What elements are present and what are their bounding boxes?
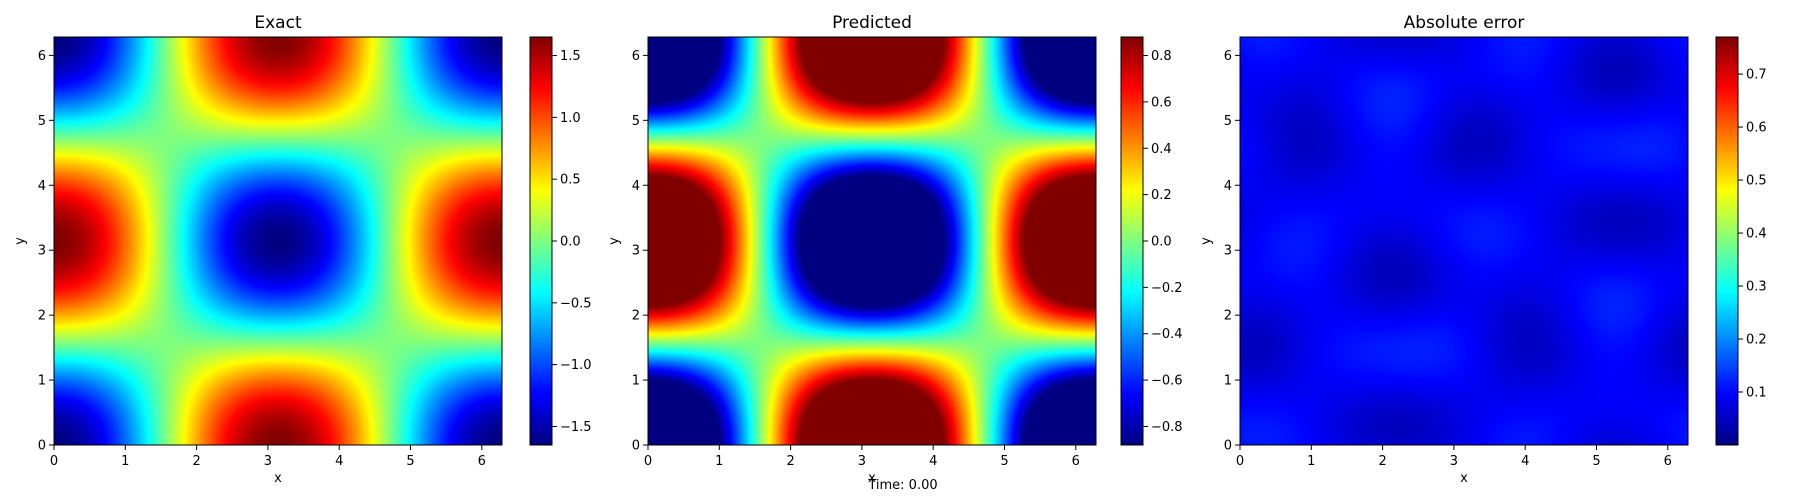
colorbar-tick-label: 0.3 xyxy=(1746,280,1767,295)
y-tick-label: 3 xyxy=(1224,244,1232,259)
x-tick-label: 6 xyxy=(1664,454,1672,469)
time-label: Time: 0.00 xyxy=(867,478,937,493)
colorbar-tick-label: 0.0 xyxy=(1151,235,1172,250)
x-tick-label: 0 xyxy=(50,454,58,469)
x-tick-label: 4 xyxy=(929,454,937,469)
colorbar-tick-label: 0.2 xyxy=(1746,333,1767,348)
colorbar-tick-label: 1.0 xyxy=(560,111,581,126)
y-tick-label: 5 xyxy=(1224,114,1232,129)
colorbar-tick-label: 1.5 xyxy=(560,49,581,64)
y-tick-label: 0 xyxy=(38,439,46,454)
x-axis-label: x xyxy=(1460,471,1468,486)
y-tick-label: 2 xyxy=(1224,309,1232,324)
colorbar-tick-label: 0.8 xyxy=(1151,49,1172,64)
axes-frame xyxy=(53,36,503,446)
x-tick-label: 5 xyxy=(406,454,414,469)
x-tick-label: 2 xyxy=(1378,454,1386,469)
y-tick-label: 1 xyxy=(1224,374,1232,389)
colorbar-tick-label: 0.0 xyxy=(560,235,581,250)
y-tick-label: 1 xyxy=(632,374,640,389)
colorbar-tick-label: −1.5 xyxy=(560,420,592,435)
colorbar-frame xyxy=(1715,36,1739,446)
x-tick-label: 0 xyxy=(1236,454,1244,469)
colorbar-tick-label: 0.5 xyxy=(560,173,581,188)
colorbar-tick-label: −1.0 xyxy=(560,358,592,373)
colorbar-tick-label: −0.4 xyxy=(1151,327,1183,342)
x-tick-label: 1 xyxy=(121,454,129,469)
colorbar: −1.5 −1.0 −0.5 0.0 0.5 1.0 1.5 xyxy=(529,36,592,446)
x-axis-label: x xyxy=(868,471,876,486)
colorbar-tick-label: 0.5 xyxy=(1746,174,1767,189)
colorbar-tick-label: −0.8 xyxy=(1151,420,1183,435)
colorbar-tick-label: 0.4 xyxy=(1151,142,1172,157)
y-axis-label: y xyxy=(1199,237,1214,245)
x-axis-label: x xyxy=(274,471,282,486)
heatmap-image xyxy=(648,37,1096,445)
y-tick-label: 6 xyxy=(632,49,640,64)
x-tick-label: 6 xyxy=(478,454,486,469)
y-axis-label: y xyxy=(607,237,622,245)
colorbar-tick-label: −0.5 xyxy=(560,296,592,311)
colorbar-gradient xyxy=(1121,37,1143,445)
x-tick-label: 5 xyxy=(1592,454,1600,469)
y-tick-label: 2 xyxy=(632,309,640,324)
y-tick-label: 5 xyxy=(632,114,640,129)
colorbar-tick-label: 0.2 xyxy=(1151,188,1172,203)
colorbar-tick-label: 0.1 xyxy=(1746,386,1767,401)
y-tick-label: 3 xyxy=(38,244,46,259)
panel-title: Exact xyxy=(254,13,302,33)
x-tick-label: 3 xyxy=(1450,454,1458,469)
x-tick-label: 2 xyxy=(786,454,794,469)
colorbar: −0.8 −0.6 −0.4 −0.2 0.0 0.2 0.4 0.6 0.8 xyxy=(1120,36,1183,446)
panel-title: Absolute error xyxy=(1404,13,1525,33)
x-tick-label: 1 xyxy=(715,454,723,469)
x-tick-label: 4 xyxy=(335,454,343,469)
y-tick-label: 0 xyxy=(632,439,640,454)
colorbar-tick-label: 0.4 xyxy=(1746,227,1767,242)
axes-frame xyxy=(647,36,1097,446)
y-tick-label: 4 xyxy=(1224,179,1232,194)
x-tick-label: 2 xyxy=(192,454,200,469)
panel-title: Predicted xyxy=(832,13,912,33)
colorbar-gradient xyxy=(530,37,552,445)
colorbar-gradient xyxy=(1716,37,1738,445)
x-tick-label: 5 xyxy=(1000,454,1008,469)
y-tick-label: 2 xyxy=(38,309,46,324)
x-tick-label: 0 xyxy=(644,454,652,469)
x-tick-label: 3 xyxy=(264,454,272,469)
y-axis-label: y xyxy=(13,237,28,245)
panel-exact: Exact 0 1 2 3 4 5 6 0 1 2 3 4 5 6 x y −1.5 −1.0 −0.5 0.0 0.5 1… xyxy=(13,13,592,486)
y-tick-label: 6 xyxy=(1224,49,1232,64)
y-tick-label: 5 xyxy=(38,114,46,129)
colorbar-tick-label: −0.2 xyxy=(1151,281,1183,296)
heatmap-image xyxy=(54,37,502,445)
x-tick-label: 6 xyxy=(1072,454,1080,469)
y-tick-label: 4 xyxy=(632,179,640,194)
colorbar-tick-label: 0.6 xyxy=(1746,121,1767,136)
colorbar-tick-label: 0.6 xyxy=(1151,95,1172,110)
y-tick-label: 6 xyxy=(38,49,46,64)
colorbar: 0.1 0.2 0.3 0.4 0.5 0.6 0.7 xyxy=(1715,36,1767,446)
x-tick-label: 4 xyxy=(1521,454,1529,469)
heatmap-image xyxy=(1240,37,1688,445)
x-tick-label: 3 xyxy=(858,454,866,469)
colorbar-tick-label: 0.7 xyxy=(1746,68,1767,83)
x-tick-label: 1 xyxy=(1307,454,1315,469)
y-tick-label: 3 xyxy=(632,244,640,259)
y-tick-label: 4 xyxy=(38,179,46,194)
colorbar-tick-label: −0.6 xyxy=(1151,374,1183,389)
axes-frame xyxy=(1239,36,1689,446)
y-tick-label: 1 xyxy=(38,374,46,389)
y-tick-label: 0 xyxy=(1224,439,1232,454)
